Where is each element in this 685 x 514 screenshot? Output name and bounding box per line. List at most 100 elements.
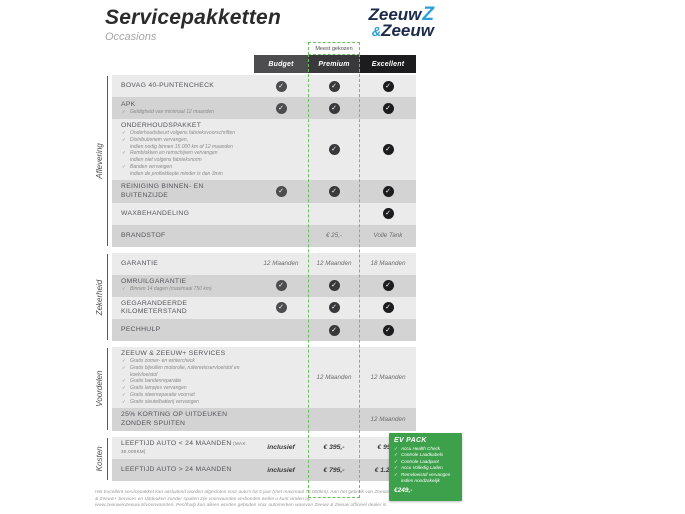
row-label: GEGARANDEERDE KILOMETERSTAND <box>112 300 254 316</box>
sub-check-icon: ✓ <box>122 286 126 292</box>
section-label: Aflevering <box>95 143 104 179</box>
check-icon: ✓ <box>382 102 394 114</box>
table-row: OMRUILGARANTIE ✓ Binnen 14 dagen (maximaal… <box>112 274 416 297</box>
ev-item-text: Accu Volledig Laden <box>401 465 443 471</box>
logo-line1: ZeeuwZ <box>356 5 434 24</box>
cell-budget: inclusief <box>254 444 308 451</box>
cell-excellent: ✓ <box>360 208 416 220</box>
cell-value: inclusief <box>267 466 295 474</box>
row-sub-item: ✓ Gratis bijvullen motorolie, ruitenwisse… <box>121 365 250 372</box>
cell-premium: 12 Maanden <box>308 260 360 267</box>
row-label: ONDERHOUDSPAKKET ✓ Onderhoudsbeurt volgens… <box>112 122 254 177</box>
sub-check-icon: ✓ <box>122 136 126 142</box>
cell-value: € 795,- <box>323 466 345 474</box>
section-rows: BOVAG 40-PUNTENCHECK ✓ ✓ ✓ APK ✓ Geldigheid va… <box>112 75 416 247</box>
row-sub-item: ✓indien nodig binnen 15.000 km of 12 maa… <box>121 144 250 151</box>
sub-check-icon: ✓ <box>122 108 126 114</box>
sub-check-icon: ✓ <box>122 385 126 391</box>
row-sub-item: ✓ Gratis sleutelbatterij vervangen <box>121 399 250 406</box>
row-label: LEEFTIJD AUTO > 24 MAANDEN <box>112 466 254 474</box>
cell-value: € 25,- <box>325 232 343 240</box>
column-header-excellent: Excellent <box>360 55 416 73</box>
row-title-small: (MAX. 30.000KM) <box>121 440 248 454</box>
column-headers: Budget Premium Excellent <box>254 55 416 73</box>
cell-budget: inclusief <box>254 467 308 474</box>
row-title: ONDERHOUDSPAKKET <box>121 122 202 129</box>
table-row: GEGARANDEERDE KILOMETERSTAND ✓ ✓ ✓ <box>112 296 416 320</box>
ev-item-text: Remvloeistof vervangen <box>401 471 451 477</box>
cell-excellent: ✓ <box>360 302 416 314</box>
section-aflevering: Aflevering BOVAG 40-PUNTENCHECK ✓ ✓ ✓ APK ✓ Gel… <box>86 75 416 247</box>
sub-text: Distributieriem vervangen, <box>130 136 189 143</box>
column-header-premium: Premium <box>308 55 360 73</box>
cell-budget: ✓ <box>254 102 308 114</box>
cell-excellent: 12 Maanden <box>360 374 416 381</box>
ev-item-text: indien noodzakelijk <box>401 478 440 484</box>
check-icon: ✓ <box>275 302 287 314</box>
check-icon: ✓ <box>382 186 394 198</box>
sub-text: Gratis steenreparatie voorruit <box>130 391 195 398</box>
sub-check-icon: ✓ <box>122 391 126 397</box>
cell-premium: 12 Maanden <box>308 374 360 381</box>
cell-premium: ✓ <box>308 280 360 292</box>
row-sub-item: ✓ Gratis bandenreparatie <box>121 378 250 385</box>
ev-pack-items: ✓ Accu Health Check ✓ Controle Laadkabels ✓ C… <box>394 446 457 485</box>
cell-premium: ✓ <box>308 324 360 336</box>
row-title: ZEEUW & ZEEUW+ SERVICES <box>121 350 226 358</box>
section-rows: GARANTIE 12 Maanden 12 Maanden 18 Maanden OM… <box>112 252 416 342</box>
most-chosen-badge: Meest gekozen <box>308 42 360 55</box>
row-sub-item: ✓ Gratis lampjes vervangen <box>121 385 250 392</box>
page-title: Servicepakketten <box>105 6 281 29</box>
cell-value: € 395,- <box>323 444 345 452</box>
row-sub-item: ✓ Onderhoudsbeurt volgens fabrieksvoorsch… <box>121 130 250 137</box>
table-row: LEEFTIJD AUTO > 24 MAANDEN inclusief € 795… <box>112 459 416 482</box>
section-line <box>107 348 108 430</box>
sub-text: Gratis sleutelbatterij vervangen <box>130 398 199 405</box>
cell-premium: € 25,- <box>308 232 360 239</box>
table-row: REINIGING BINNEN- EN BUITENZIJDE ✓ ✓ ✓ <box>112 180 416 203</box>
ev-check-icon: ✓ <box>394 446 398 451</box>
check-icon: ✓ <box>382 280 394 292</box>
sub-text: Gratis lampjes vervangen <box>130 385 187 392</box>
sub-check-icon: ✓ <box>122 150 126 156</box>
row-sub-item: ✓ Binnen 14 dagen (maximaal 750 km) <box>121 286 250 293</box>
title-block: Servicepakketten Occasions <box>105 6 281 43</box>
cell-value: inclusief <box>267 444 295 452</box>
cell-value: 12 Maanden <box>370 416 406 424</box>
cell-excellent: ✓ <box>360 324 416 336</box>
cell-value: Volle Tank <box>373 232 403 240</box>
sub-check-icon: ✓ <box>122 163 126 169</box>
cell-premium: ✓ <box>308 186 360 198</box>
row-title: 25% KORTING OP UITDEUKEN ZONDER SPUITEN <box>121 411 228 427</box>
sub-text: Geldigheid van minimaal 12 maanden <box>130 108 214 115</box>
check-icon: ✓ <box>275 186 287 198</box>
cell-budget: ✓ <box>254 186 308 198</box>
ev-item-text: Controle Laadpunt <box>401 458 439 464</box>
row-title: WAXBEHANDELING <box>121 209 190 217</box>
row-title: GEGARANDEERDE KILOMETERSTAND <box>121 299 188 315</box>
row-label: BRANDSTOF <box>112 232 254 240</box>
section-rail: Voordelen <box>86 347 112 431</box>
check-icon: ✓ <box>275 102 287 114</box>
table-row: APK ✓ Geldigheid van minimaal 12 maanden ✓ ✓… <box>112 97 416 119</box>
section-rows: ZEEUW & ZEEUW+ SERVICES ✓ Gratis zomer- en… <box>112 347 416 431</box>
cell-value: 12 Maanden <box>263 260 299 268</box>
section-label: Kosten <box>95 446 104 472</box>
column-header-budget: Budget <box>254 55 308 73</box>
row-title: LEEFTIJD AUTO > 24 MAANDEN <box>121 465 232 473</box>
check-icon: ✓ <box>382 324 394 336</box>
row-label: LEEFTIJD AUTO < 24 MAANDEN (MAX. 30.000K… <box>112 440 254 456</box>
sub-check-icon: ✓ <box>122 398 126 404</box>
cell-budget: ✓ <box>254 80 308 92</box>
logo: ZeeuwZ &Zeeuw <box>356 5 434 39</box>
row-sub-item: ✓ Distributieriem vervangen, <box>121 137 250 144</box>
sub-text: koelvloeistof <box>130 371 158 378</box>
table-row: BRANDSTOF € 25,- Volle Tank <box>112 224 416 247</box>
sub-text: Onderhoudsbeurt volgens fabrieksvoorschr… <box>130 130 236 137</box>
section-line <box>107 76 108 246</box>
section-rows: LEEFTIJD AUTO < 24 MAANDEN (MAX. 30.000K… <box>112 436 416 482</box>
row-sub-item: ✓ Banden vervangen <box>121 164 250 171</box>
sub-text: indien niet volgens fabrieksnorm <box>130 157 202 164</box>
row-label: ZEEUW & ZEEUW+ SERVICES ✓ Gratis zomer- en… <box>112 350 254 405</box>
logo-z-icon: Z <box>422 4 434 25</box>
